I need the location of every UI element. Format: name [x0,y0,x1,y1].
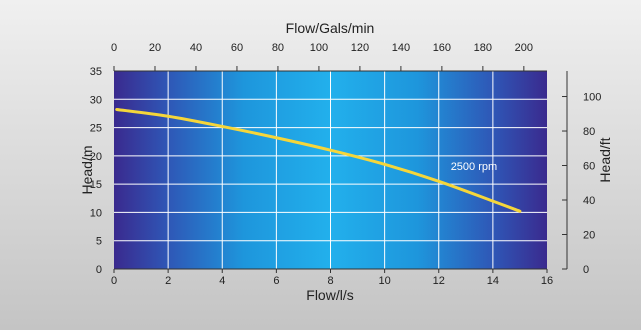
y-right-tick-label: 80 [583,126,595,138]
y-right-tick-label: 20 [583,230,595,242]
x-axis-title: Flow/l/s [306,287,353,303]
y-right-tick-label: 100 [583,92,601,104]
y-axis-title: Head/m [79,145,95,194]
x-top-tick-label: 120 [351,42,369,54]
series-layer: 2500 rpm [115,107,522,213]
series-curve-2500-rpm [115,107,522,213]
x-top-tick-label: 80 [272,42,284,54]
x-top-tick-label: 60 [231,42,243,54]
x-top-tick-label: 100 [310,42,328,54]
y-tick-label: 35 [90,66,102,78]
y-tick-label: 10 [90,207,102,219]
grid-lines [114,71,547,269]
x-tick-label: 4 [219,275,225,287]
x-top-tick-label: 200 [515,42,533,54]
x-tick-label: 6 [273,275,279,287]
x-tick-label: 2 [165,275,171,287]
y-right-tick-label: 0 [583,264,589,276]
y-right-axis-title: Head/ft [597,137,613,182]
curve-annotation-label: 2500 rpm [451,161,497,173]
x-top-tick-label: 180 [474,42,492,54]
y-tick-label: 25 [90,123,102,135]
x-top-tick-label: 160 [433,42,451,54]
x-top-axis-title: Flow/Gals/min [286,20,375,36]
x-top-tick-label: 20 [149,42,161,54]
y-right-tick-label: 60 [583,161,595,173]
x-tick-label: 0 [111,275,117,287]
y-tick-label: 30 [90,94,102,106]
y-tick-label: 0 [96,264,102,276]
y-tick-label: 15 [90,179,102,191]
x-top-tick-label: 0 [111,42,117,54]
x-tick-label: 12 [433,275,445,287]
y-tick-label: 20 [90,151,102,163]
x-top-tick-label: 140 [392,42,410,54]
x-tick-label: 8 [327,275,333,287]
y-right-tick-label: 40 [583,195,595,207]
x-tick-label: 14 [487,275,499,287]
x-top-tick-label: 40 [190,42,202,54]
x-tick-label: 10 [379,275,391,287]
x-tick-label: 16 [541,275,553,287]
y-tick-label: 5 [96,236,102,248]
